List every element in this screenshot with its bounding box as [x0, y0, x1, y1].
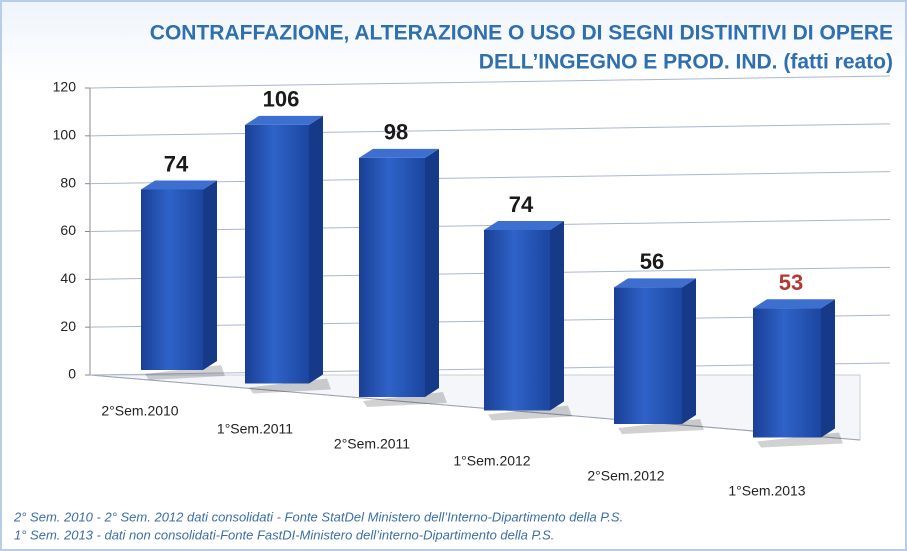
y-tick-label: 100: [53, 127, 77, 143]
bar-side: [203, 180, 217, 370]
bar-side: [682, 278, 696, 424]
bar: [245, 124, 309, 384]
y-tick-label: 40: [60, 270, 76, 286]
bar: [484, 229, 550, 411]
data-label: 74: [509, 192, 534, 217]
y-tick-label: 120: [53, 79, 77, 95]
bar: [359, 157, 425, 397]
bar-top: [245, 115, 323, 125]
data-label: 53: [779, 270, 803, 295]
x-tick-label: 2°Sem.2012: [587, 468, 664, 484]
x-tick-label: 1°Sem.2011: [217, 421, 293, 437]
bar-shadow: [145, 365, 225, 380]
chart-title: DELL’INGEGNO E PROD. IND. (fatti reato): [479, 51, 893, 74]
bar-top: [614, 278, 696, 288]
bar: [614, 287, 682, 424]
bar-top: [753, 299, 835, 309]
floor-edge: [89, 374, 861, 441]
grid-line: [89, 75, 891, 89]
data-label: 98: [384, 120, 408, 145]
x-tick-label: 1°Sem.2012: [453, 453, 530, 469]
bar: [141, 189, 203, 370]
x-tick-label: 2°Sem.2010: [101, 403, 178, 419]
bar-side: [821, 299, 835, 438]
footnote: 1° Sem. 2013 - dati non consolidati-Font…: [14, 527, 554, 542]
grid-line: [89, 123, 891, 137]
bar-side: [309, 115, 323, 384]
bar-side: [550, 220, 564, 411]
x-tick-label: 2°Sem.2011: [334, 436, 410, 452]
y-tick-label: 60: [60, 222, 76, 238]
bar-side: [425, 148, 439, 397]
y-tick-label: 80: [60, 174, 76, 190]
chart-title: CONTRAFFAZIONE, ALTERAZIONE O USO DI SEG…: [150, 22, 893, 45]
x-tick-label: 1°Sem.2013: [728, 483, 805, 499]
bar-top: [141, 180, 217, 190]
bar: [753, 308, 821, 438]
data-label: 74: [164, 151, 189, 176]
y-tick-label: 0: [68, 366, 76, 382]
data-label: 56: [640, 249, 664, 274]
data-label: 106: [263, 87, 300, 112]
footnote: 2° Sem. 2010 - 2° Sem. 2012 dati consoli…: [13, 509, 623, 524]
y-tick-label: 20: [60, 318, 76, 334]
grid-line: [89, 219, 891, 232]
bar-top: [359, 148, 439, 158]
bar-top: [484, 220, 564, 230]
grid-line: [89, 171, 891, 185]
